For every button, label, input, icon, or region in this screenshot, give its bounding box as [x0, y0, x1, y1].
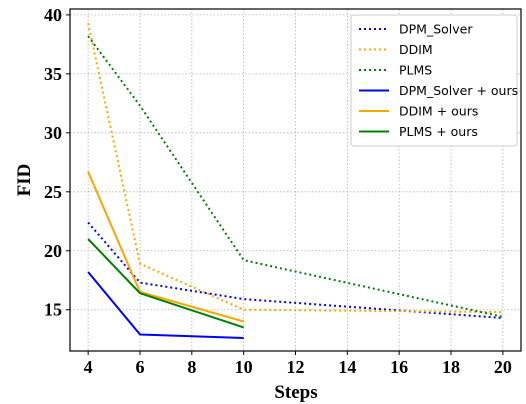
- tick-layer: 4 6 8 10 12 14 16 18 20 15 20 25 30 35 40: [44, 5, 512, 377]
- x-tick-label: 20: [494, 357, 512, 377]
- legend-label: DDIM + ours: [399, 104, 478, 119]
- legend: DPM_Solver DDIM PLMS DPM_Solver + ours DDIM …: [350, 14, 518, 147]
- x-tick-label: 4: [84, 357, 93, 377]
- x-tick-label: 10: [235, 357, 253, 377]
- x-tick-label: 16: [390, 357, 408, 377]
- legend-box: [350, 14, 518, 147]
- y-tick-label: 20: [44, 241, 62, 261]
- y-tick-label: 40: [44, 5, 62, 25]
- x-axis-title: Steps: [274, 382, 317, 403]
- legend-label: PLMS: [399, 63, 432, 78]
- series-line-dpm-solver-ours: [87, 271, 244, 339]
- y-tick-label: 35: [44, 64, 62, 84]
- x-tick-label: 6: [135, 357, 144, 377]
- legend-label: DDIM: [399, 42, 433, 57]
- series-line-plms-ours: [87, 238, 245, 329]
- x-tick-label: 18: [442, 357, 460, 377]
- y-tick-label: 30: [44, 123, 62, 143]
- y-tick-label: 25: [44, 182, 62, 202]
- legend-label: DPM_Solver: [399, 22, 473, 37]
- series-line-dpm-solver: [87, 221, 503, 319]
- x-tick-label: 14: [338, 357, 356, 377]
- series-line-plms: [87, 35, 504, 318]
- x-tick-label: 8: [187, 357, 196, 377]
- y-axis-title: FID: [14, 164, 35, 197]
- y-tick-label: 15: [44, 300, 62, 320]
- legend-label: PLMS + ours: [399, 124, 478, 139]
- series-layer: [87, 22, 504, 339]
- x-tick-label: 12: [287, 357, 305, 377]
- legend-label: DPM_Solver + ours: [399, 83, 518, 98]
